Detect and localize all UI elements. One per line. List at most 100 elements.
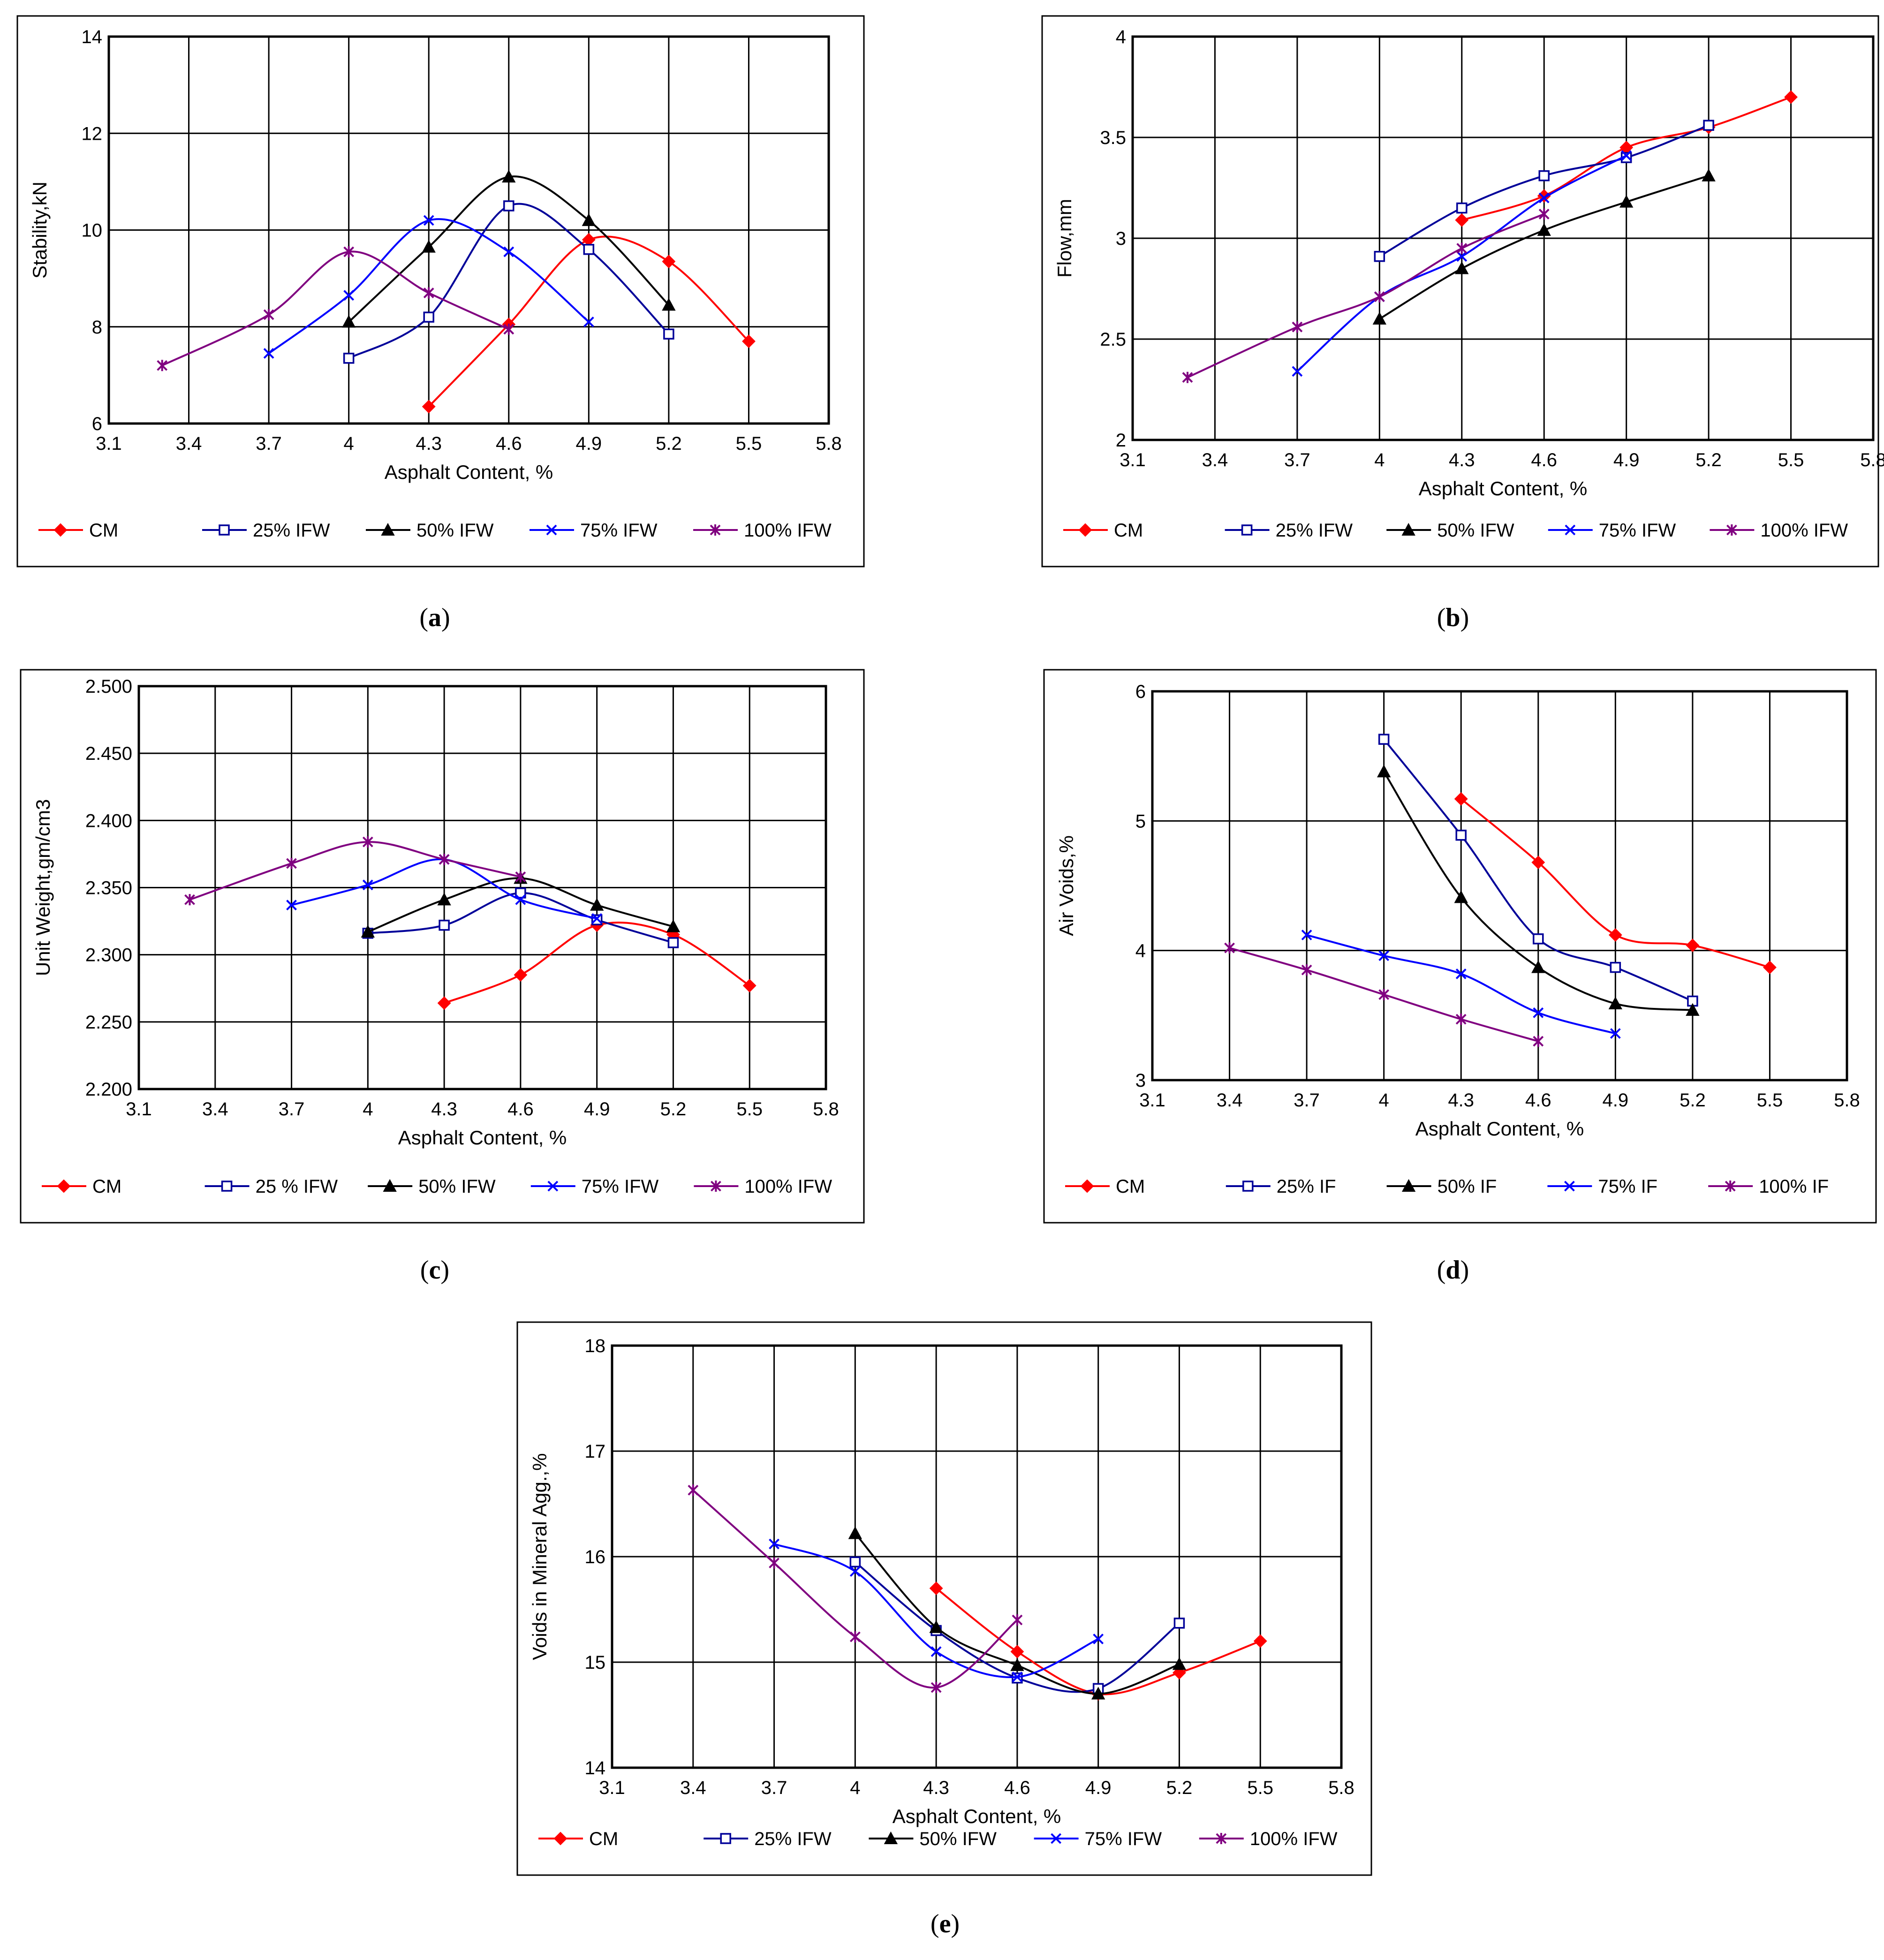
- legend-label: 100% IFW: [744, 520, 832, 541]
- panel-frame: [20, 669, 865, 1224]
- legend-label: 25% IFW: [253, 520, 330, 541]
- plot-area: [1151, 690, 1848, 1082]
- legend-label: 50% IFW: [919, 1829, 997, 1849]
- data-point: [742, 334, 756, 348]
- x-tick-label: 5.8: [1860, 450, 1884, 470]
- data-point: [1378, 989, 1390, 1000]
- data-point: [1784, 90, 1798, 104]
- x-tick-label: 3.1: [1139, 1090, 1165, 1111]
- legend-marker: [1401, 1179, 1416, 1192]
- data-point: [515, 887, 526, 899]
- panel-caption-letter: a: [428, 603, 441, 632]
- data-point: [1454, 792, 1468, 806]
- x-tick-label: 4.9: [584, 1099, 610, 1120]
- legend-marker: [1726, 524, 1737, 536]
- data-point: [1537, 223, 1551, 236]
- x-tick-label: 5.5: [1778, 450, 1804, 470]
- y-tick-label: 6: [1135, 681, 1146, 702]
- data-point: [1372, 311, 1387, 325]
- legend-entry: 100% IFW: [1710, 520, 1848, 541]
- data-point: [1531, 855, 1545, 870]
- legend-label: 50% IFW: [418, 1176, 496, 1197]
- x-tick-label: 3.7: [1284, 450, 1310, 470]
- legend-entry: CM: [1065, 1176, 1145, 1197]
- data-point: [1374, 250, 1385, 262]
- data-point: [1456, 251, 1468, 262]
- data-point: [514, 968, 528, 982]
- data-point: [1608, 928, 1622, 942]
- panel-frame: [516, 1321, 1372, 1876]
- data-point: [1538, 208, 1550, 220]
- data-point: [848, 1526, 863, 1539]
- legend-marker: [710, 1181, 721, 1192]
- data-point: [439, 854, 450, 865]
- panel-caption-letter: c: [429, 1256, 441, 1285]
- y-tick-label: 3: [1116, 228, 1126, 249]
- legend-label: 75% IFW: [1599, 520, 1676, 541]
- y-tick-label: 2.400: [85, 810, 132, 831]
- x-tick-label: 4.6: [1525, 1090, 1551, 1111]
- y-tick-label: 6: [92, 414, 102, 434]
- data-point: [662, 298, 676, 311]
- plot-area: [107, 35, 830, 425]
- legend-entry: 100% IFW: [694, 1176, 832, 1197]
- legend-marker: [547, 1181, 559, 1192]
- chart-panel-d: 3.1 3.4 3.7 4 4.3 4.6 4.9 5.2 5.5 5.8 3 4 5 6 Asphalt …: [1043, 669, 1877, 1224]
- x-tick-label: 4.3: [923, 1778, 949, 1798]
- data-point: [1253, 1634, 1267, 1648]
- x-tick-label: 3.1: [599, 1778, 625, 1798]
- x-tick-label: 5.2: [1680, 1090, 1706, 1111]
- legend-label: 100% IFW: [1760, 520, 1848, 541]
- legend-label: 25% IFW: [1276, 520, 1353, 541]
- data-point: [503, 200, 515, 212]
- legend-marker: [1216, 1833, 1227, 1844]
- y-tick-label: 16: [585, 1547, 606, 1567]
- legend-label: 25% IFW: [754, 1829, 832, 1849]
- y-tick-label: 4: [1135, 941, 1146, 961]
- legend-label: 50% IFW: [416, 520, 494, 541]
- data-point: [667, 937, 679, 948]
- x-tick-label: 4.9: [1603, 1090, 1629, 1111]
- y-tick-label: 12: [82, 123, 103, 144]
- data-point: [769, 1538, 779, 1550]
- legend-marker: [1080, 1179, 1094, 1193]
- data-point: [437, 996, 451, 1010]
- y-axis-title: Voids in Mineral Agg.,%: [529, 1453, 551, 1660]
- x-tick-label: 4.3: [1449, 450, 1475, 470]
- x-axis-title: Asphalt Content, %: [1415, 1118, 1584, 1140]
- data-point: [1533, 1036, 1544, 1047]
- data-point: [1377, 764, 1391, 778]
- data-point: [1538, 192, 1550, 204]
- legend-marker: [1564, 1181, 1575, 1192]
- data-point: [1455, 213, 1469, 227]
- x-tick-label: 5.8: [1834, 1090, 1860, 1111]
- data-point: [1686, 938, 1700, 953]
- legend-label: 50% IFW: [1437, 520, 1514, 541]
- series-50-ifw: [848, 1526, 1187, 1700]
- legend-marker: [57, 1179, 71, 1193]
- x-tick-label: 5.5: [1247, 1778, 1273, 1798]
- legend-entry: 75% IFW: [1034, 1829, 1162, 1849]
- data-point: [503, 323, 515, 335]
- series-75-ifw: [769, 1538, 1104, 1682]
- x-tick-label: 5.2: [1695, 450, 1722, 470]
- legend-entry: 50% IF: [1386, 1176, 1497, 1197]
- data-point: [343, 353, 355, 364]
- legend-entry: 100% IFW: [1199, 1829, 1338, 1849]
- series-25-ifw: [1374, 120, 1714, 262]
- legend-entry: 50% IFW: [869, 1829, 997, 1849]
- series-25-ifw: [343, 200, 674, 364]
- data-point: [1538, 170, 1550, 182]
- data-point: [582, 213, 596, 226]
- x-tick-label: 3.7: [761, 1778, 787, 1798]
- data-point: [263, 348, 274, 359]
- data-point: [849, 1556, 861, 1567]
- data-point: [1301, 964, 1312, 976]
- data-point: [341, 315, 356, 328]
- data-point: [1012, 1672, 1023, 1682]
- legend-entry: 75% IFW: [1548, 520, 1676, 541]
- legend-entry: CM: [38, 520, 118, 541]
- y-tick-label: 5: [1135, 811, 1146, 832]
- data-point: [1763, 961, 1777, 975]
- panel-caption-letter: d: [1445, 1256, 1460, 1285]
